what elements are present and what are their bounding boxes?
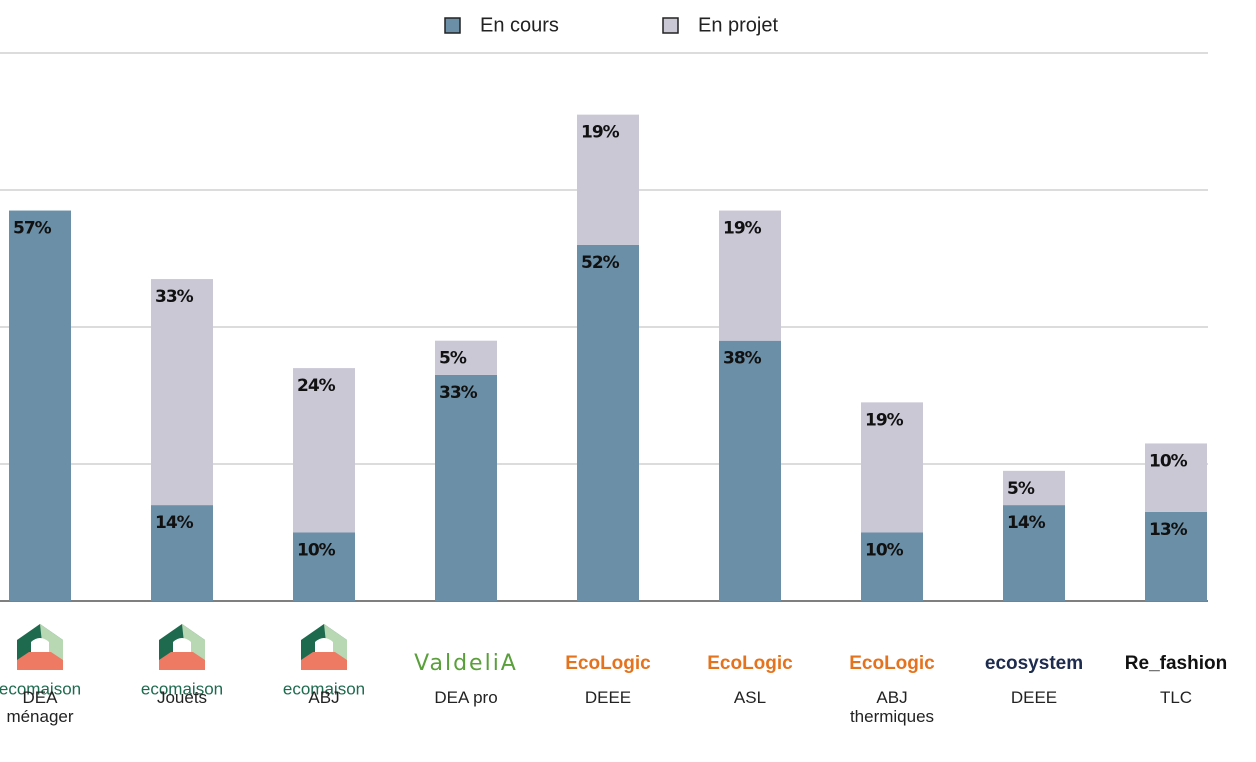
logo-icon <box>159 624 205 670</box>
bar-segment <box>719 210 781 341</box>
bar-segment <box>435 340 497 375</box>
logo-text: ecosystem <box>985 653 1083 674</box>
value-label: 10% <box>297 541 336 561</box>
value-label: 19% <box>581 123 620 143</box>
bar-segment <box>1003 470 1065 506</box>
logo-text: ecomaison <box>0 679 81 698</box>
value-label: 33% <box>439 383 478 403</box>
x-tick-label: TLC <box>1159 688 1193 707</box>
logo-door <box>173 638 191 652</box>
x-tick-label: DEA pro <box>434 688 498 707</box>
value-label: 19% <box>723 219 762 239</box>
legend-swatch <box>662 17 679 34</box>
value-label: 19% <box>865 410 904 430</box>
value-label: 5% <box>439 349 467 369</box>
value-label: 14% <box>155 513 194 533</box>
bar-segment <box>435 374 497 601</box>
bar-segment <box>293 532 355 601</box>
legend-label: En projet <box>698 14 778 36</box>
bar-segment <box>293 368 355 533</box>
value-label: 14% <box>1007 513 1046 533</box>
value-label: 13% <box>1149 520 1188 540</box>
logo-text: ecomaison <box>283 679 365 698</box>
logo-base <box>17 652 63 670</box>
logo-door <box>31 638 49 652</box>
bar-segment <box>719 340 781 601</box>
x-tick-label: Jouets <box>156 688 208 707</box>
bar-segment <box>9 210 71 602</box>
bar-segment <box>861 402 923 533</box>
logo-base <box>159 652 205 670</box>
value-label: 24% <box>297 376 336 396</box>
logo-icon <box>17 624 63 670</box>
x-tick-label: ABJ <box>308 688 340 707</box>
legend-label: En cours <box>480 14 559 36</box>
bar-segment <box>1145 443 1207 512</box>
value-label: 5% <box>1007 479 1035 499</box>
logo-text: EcoLogic <box>565 653 651 674</box>
bar-segment <box>1003 505 1065 601</box>
bar-segment <box>151 279 213 506</box>
logo-text: ValdeliA <box>414 651 518 676</box>
value-label: 52% <box>581 253 620 273</box>
x-tick-label: ASL <box>733 688 767 707</box>
bar-segment <box>151 505 213 601</box>
bar-segment <box>861 532 923 601</box>
bar-segment <box>577 244 639 602</box>
x-tick-label: DEA ménager <box>6 688 74 726</box>
logo-text: EcoLogic <box>707 653 793 674</box>
bar-segment <box>1145 511 1207 601</box>
legend-swatch <box>444 17 461 34</box>
value-label: 38% <box>723 349 762 369</box>
value-label: 57% <box>13 219 52 239</box>
value-label: 10% <box>1149 451 1188 471</box>
logo-icon <box>301 624 347 670</box>
logo-base <box>301 652 347 670</box>
value-label: 33% <box>155 287 194 307</box>
x-tick-label: ABJ thermiques <box>849 688 935 726</box>
logo-text: ecomaison <box>141 679 223 698</box>
x-tick-label: DEEE <box>1010 688 1058 707</box>
value-label: 10% <box>865 541 904 561</box>
logo-text: Re_fashion <box>1125 653 1227 674</box>
logo-text: EcoLogic <box>849 653 935 674</box>
x-tick-label: DEEE <box>584 688 632 707</box>
bar-segment <box>577 114 639 245</box>
logo-door <box>315 638 333 652</box>
